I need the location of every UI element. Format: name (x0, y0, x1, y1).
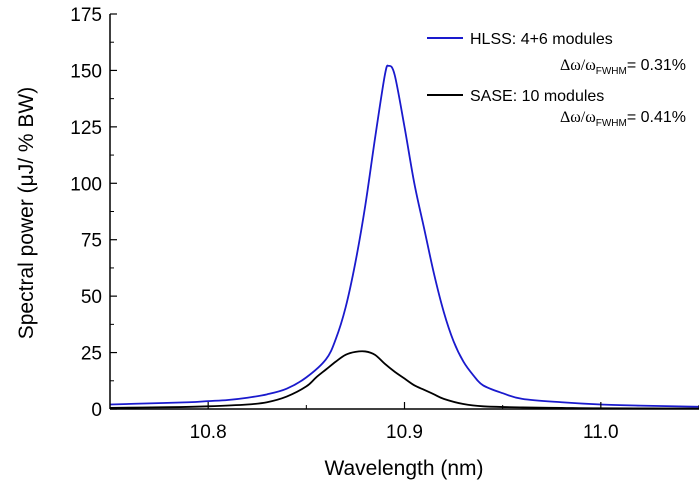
series-line-0 (110, 64, 699, 408)
x-tick-label: 10.8 (190, 422, 227, 443)
series-layer (110, 64, 699, 409)
y-tick-label: 0 (91, 400, 102, 421)
legend-note-0: Δω/ωFWHM= 0.31% (560, 57, 686, 77)
y-axis-ticks: 0 25 50 75 100 125 150 175 (70, 5, 117, 421)
legend-label-0: HLSS: 4+6 modules (470, 31, 613, 48)
x-axis-title: Wavelength (nm) (324, 457, 483, 480)
y-tick-label: 150 (70, 61, 102, 82)
x-tick-label: 10.9 (386, 422, 423, 443)
y-tick-label: 25 (81, 344, 102, 365)
y-tick-label: 75 (81, 231, 102, 252)
y-tick-label: 50 (81, 287, 102, 308)
legend-label-1: SASE: 10 modules (470, 88, 604, 105)
y-tick-label: 175 (70, 5, 102, 26)
legend-note-1: Δω/ωFWHM= 0.41% (560, 109, 686, 129)
y-axis-title: Spectral power (μJ/ % BW) (15, 87, 38, 340)
x-axis-ticks: 10.8 10.9 11.0 (109, 402, 699, 443)
x-tick-label: 11.0 (583, 422, 619, 443)
legend: HLSS: 4+6 modules Δω/ωFWHM= 0.31% SASE: 10… (427, 31, 686, 129)
y-tick-label: 125 (70, 118, 102, 139)
series-line-1 (110, 350, 699, 409)
y-tick-label: 100 (70, 174, 102, 195)
